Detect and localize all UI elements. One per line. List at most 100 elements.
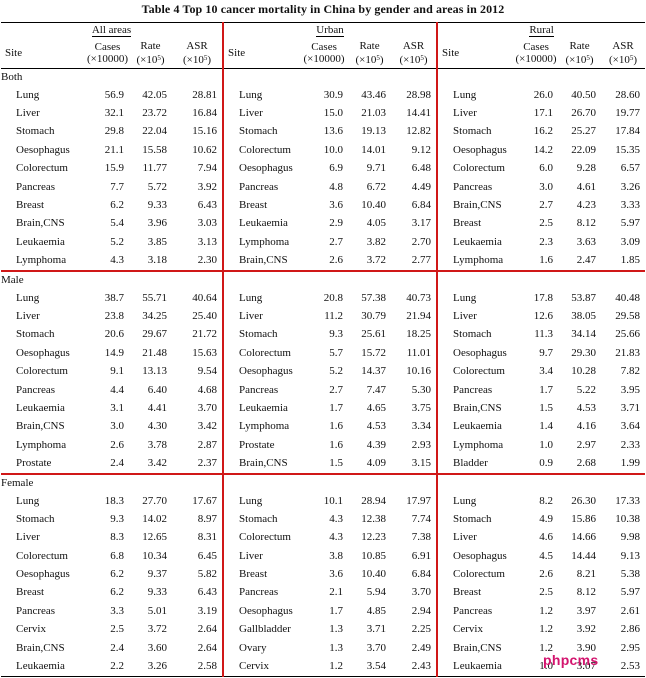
asr-cell: 10.62 [192, 143, 218, 156]
cases-cell: 38.7 [104, 291, 124, 304]
site-cell: Colorectum [222, 141, 301, 160]
mortality-table: All areas Urban Rural Site Cases (×10000) R… [1, 22, 646, 677]
rate-cell: 4.53 [366, 420, 387, 433]
rate-header-label: Rate [140, 40, 161, 52]
table-row: Brain,CNS 2.4 3.60 2.64 Ovary 1.3 3.70 2.49 Brai… [1, 638, 645, 658]
rate-cell: 42.05 [142, 88, 167, 101]
cases-cell: 1.7 [329, 604, 344, 617]
table-row: Liver 8.3 12.65 8.31 Colorectum 4.3 12.23 7.38 L… [1, 528, 645, 547]
site-cell: Stomach [222, 122, 301, 142]
site-cell: Brain,CNS [436, 638, 515, 658]
rate-cell: 25.61 [361, 328, 387, 341]
site-cell: Colorectum [436, 159, 515, 178]
asr-cell: 21.83 [615, 346, 641, 359]
cases-cell: 11.2 [324, 309, 344, 322]
rate-cell: 28.94 [361, 494, 387, 507]
cases-cell: 3.6 [329, 199, 344, 212]
asr-cell: 28.98 [406, 88, 432, 101]
site-cell: Leukaemia [16, 401, 65, 414]
cases-cell: 6.2 [110, 586, 124, 599]
cases-cell: 2.2 [86, 657, 129, 677]
cases-cell: 15.9 [104, 162, 124, 175]
site-cell: Leukaemia [436, 233, 515, 252]
cases-header-label: Cases [523, 41, 549, 53]
site-cell: Lymphoma [222, 233, 301, 252]
group-spacer [222, 68, 438, 86]
cases-cell: 2.6 [539, 568, 554, 581]
cases-cell: 1.5 [539, 401, 554, 414]
rate-cell: 5.72 [147, 180, 167, 193]
cases-cell: 1.2 [539, 623, 554, 636]
cases-cell: 2.6 [329, 254, 344, 267]
asr-cell: 4.68 [197, 383, 218, 396]
group-header-row: Male [1, 269, 646, 289]
site-cell: Pancreas [16, 180, 56, 193]
site-cell: Lymphoma [436, 436, 515, 455]
cases-cell: 10.1 [323, 494, 344, 507]
cases-cell: 23.8 [104, 309, 124, 322]
asr-cell: 3.70 [411, 586, 432, 599]
group-spacer [436, 68, 646, 86]
asr-cell: 6.43 [197, 199, 218, 212]
table-row: Oesophagus 14.9 21.48 15.63 Colorectum 5.7 15.… [1, 344, 645, 363]
cases-cell: 15.0 [323, 107, 344, 120]
cases-cell: 5.7 [329, 346, 344, 359]
asr-cell: 40.48 [615, 291, 641, 304]
asr-cell: 21.94 [406, 309, 432, 322]
rate-cell: 3.42 [147, 457, 167, 470]
cases-cell: 4.3 [329, 531, 344, 544]
site-cell: Stomach [222, 325, 301, 345]
asr-cell: 19.77 [615, 107, 641, 120]
table-row: Cervix 2.5 3.72 2.64 Gallbladder 1.3 3.71 2.25 C… [1, 620, 645, 639]
cases-cell: 4.9 [539, 512, 554, 525]
rate-cell: 15.72 [361, 346, 387, 359]
site-cell: Stomach [16, 125, 55, 138]
cases-cell: 26.0 [533, 88, 554, 101]
rate-header: Rate (×105) [129, 38, 172, 69]
asr-cell: 11.01 [406, 346, 432, 359]
site-cell: Lung [16, 88, 40, 101]
rate-header-unit: (×10 [565, 54, 587, 66]
unit-exponent: 5 [586, 54, 590, 62]
rate-cell: 9.37 [147, 568, 167, 581]
site-cell: Colorectum [222, 344, 301, 363]
table-row: Brain,CNS 3.0 4.30 3.42 Lymphoma 1.6 4.53 3.34 L… [1, 417, 645, 437]
rate-cell: 22.04 [142, 125, 167, 138]
rate-cell: 8.12 [576, 586, 597, 599]
unit-exponent: 5 [376, 54, 380, 62]
site-cell: Colorectum [16, 549, 68, 562]
asr-cell: 2.37 [197, 457, 218, 470]
asr-cell: 7.94 [197, 162, 218, 175]
cases-cell: 1.2 [539, 604, 554, 617]
asr-cell: 6.84 [411, 568, 432, 581]
cases-header-label: Cases [94, 41, 121, 53]
cases-cell: 56.9 [104, 88, 124, 101]
rate-cell: 3.60 [147, 641, 167, 654]
cases-cell: 9.3 [329, 328, 344, 341]
site-cell: Colorectum [436, 362, 515, 381]
site-cell: Oesophagus [16, 568, 70, 581]
cases-cell: 9.7 [539, 346, 554, 359]
table-title: Table 4 Top 10 cancer mortality in China… [141, 2, 505, 16]
cases-cell: 1.6 [539, 254, 554, 267]
rate-cell: 6.72 [366, 180, 387, 193]
asr-cell: 2.94 [411, 604, 432, 617]
cases-cell: 9.3 [110, 512, 124, 525]
site-cell: Leukaemia [1, 657, 86, 677]
rate-cell: 3.82 [366, 235, 387, 248]
cases-cell: 2.5 [539, 586, 554, 599]
rate-cell: 8.21 [576, 568, 597, 581]
table-row: Leukaemia 5.2 3.85 3.13 Lymphoma 2.7 3.82 2.70 L… [1, 233, 645, 252]
table-row: Pancreas 4.4 6.40 4.68 Pancreas 2.7 7.47 5.30 Pa… [1, 380, 645, 400]
cases-cell: 1.7 [539, 383, 554, 396]
cases-header-unit: (×10000) [86, 53, 129, 65]
asr-cell: 2.93 [411, 438, 432, 451]
asr-cell: 2.61 [620, 604, 641, 617]
rate-cell: 14.01 [361, 143, 387, 156]
cases-cell: 4.5 [539, 549, 554, 562]
cases-cell: 1.6 [329, 438, 344, 451]
table-row: Oesophagus 21.1 15.58 10.62 Colorectum 10.0 14… [1, 141, 645, 160]
site-cell: Lymphoma [16, 254, 67, 267]
site-cell: Cervix [16, 623, 46, 636]
table-row: Breast 6.2 9.33 6.43 Pancreas 2.1 5.94 3.70 Brea… [1, 583, 645, 603]
